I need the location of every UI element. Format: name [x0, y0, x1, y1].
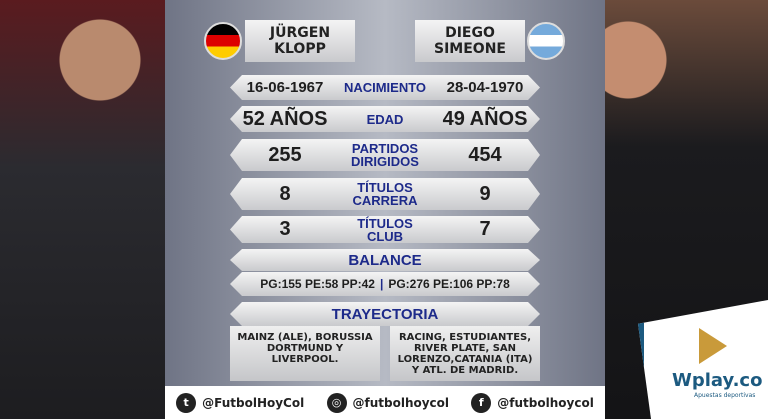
twitter-link[interactable]: t @FutbolHoyCol [176, 392, 305, 413]
left-balance: PG:155 PE:58 PP:42 [260, 277, 375, 291]
club-titles-label: TÍTULOS CLUB [357, 215, 413, 244]
left-career: MAINZ (ALE), BORUSSIA DORTMUND Y LIVERPO… [230, 326, 380, 381]
right-career-titles: 9 [479, 182, 491, 205]
left-first-name: JÜRGEN [269, 25, 331, 41]
balance-header: BALANCE [230, 249, 540, 271]
age-label: EDAD [366, 111, 404, 127]
left-matches: 255 [268, 143, 302, 166]
career-header: TRAYECTORIA [230, 302, 540, 326]
instagram-link[interactable]: ◎ @futbolhoycol [326, 392, 450, 413]
argentina-flag-icon [527, 22, 565, 60]
row-club-titles: 3 TÍTULOS CLUB 7 [230, 216, 540, 243]
balance-label: BALANCE [348, 251, 422, 269]
facebook-icon: f [471, 392, 492, 413]
birth-label: NACIMIENTO [343, 80, 427, 95]
left-birth: 16-06-1967 [246, 79, 324, 96]
right-first-name: DIEGO [445, 25, 495, 41]
row-career-titles: 8 TÍTULOS CARRERA 9 [230, 178, 540, 210]
left-career-titles: 8 [279, 182, 291, 205]
twitter-handle: @FutbolHoyCol [202, 395, 305, 410]
balance-separator: | [379, 277, 384, 291]
logo-brand: Wplay.co [672, 370, 763, 391]
instagram-handle: @futbolhoycol [352, 395, 450, 410]
right-name: DIEGO SIMEONE [415, 20, 525, 62]
germany-flag-icon [204, 22, 242, 60]
right-matches: 454 [468, 143, 502, 166]
balance-row: PG:155 PE:58 PP:42 | PG:276 PE:106 PP:78 [230, 272, 540, 296]
left-club-titles: 3 [279, 218, 291, 240]
instagram-icon: ◎ [326, 392, 347, 413]
right-career: RACING, ESTUDIANTES, RIVER PLATE, SAN LO… [390, 326, 540, 381]
facebook-link[interactable]: f @futbolhoycol [471, 392, 594, 413]
career-label: TRAYECTORIA [331, 305, 439, 323]
facebook-handle: @futbolhoycol [497, 395, 594, 410]
left-name: JÜRGEN KLOPP [245, 20, 355, 62]
left-age: 52 AÑOS [242, 107, 328, 130]
right-birth: 28-04-1970 [446, 79, 524, 96]
right-age: 49 AÑOS [442, 107, 528, 130]
logo-tagline: Apuestas deportivas [694, 392, 756, 399]
right-last-name: SIMEONE [434, 41, 506, 57]
matches-label: PARTIDOS DIRIGIDOS [351, 141, 419, 169]
right-club-titles: 7 [479, 218, 491, 240]
twitter-icon: t [176, 392, 197, 413]
play-icon [699, 328, 727, 364]
footer: t @FutbolHoyCol ◎ @futbolhoycol f @futbolho… [165, 386, 605, 419]
wplay-logo: Wplay.co Apuestas deportivas [638, 300, 768, 419]
right-balance: PG:276 PE:106 PP:78 [388, 277, 510, 291]
row-matches: 255 PARTIDOS DIRIGIDOS 454 [230, 139, 540, 171]
row-age: 52 AÑOS EDAD 49 AÑOS [230, 106, 540, 132]
career-titles-label: TÍTULOS CARRERA [352, 180, 418, 208]
left-last-name: KLOPP [274, 41, 326, 57]
row-birth: 16-06-1967 NACIMIENTO 28-04-1970 [230, 75, 540, 100]
